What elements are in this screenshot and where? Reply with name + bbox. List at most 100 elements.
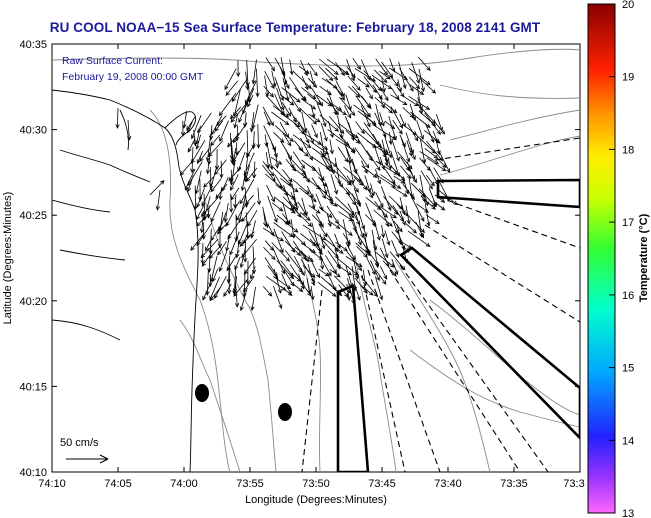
current-vector [400, 156, 410, 172]
current-vector [352, 193, 361, 216]
current-vector [238, 97, 250, 123]
current-vector [424, 112, 441, 135]
current-vector [366, 248, 379, 267]
current-vector [426, 214, 440, 225]
current-vector [337, 258, 359, 276]
current-vector [433, 200, 446, 211]
y-tick-label: 40:35 [19, 39, 47, 51]
current-vector [264, 75, 270, 97]
current-vector [262, 227, 285, 242]
current-vector [196, 205, 205, 221]
current-vector [352, 58, 362, 71]
current-vector [319, 256, 332, 277]
current-vector [308, 255, 320, 279]
current-vector [256, 124, 261, 149]
current-vector [426, 174, 435, 187]
current-vector [375, 169, 382, 185]
current-vector [192, 129, 197, 147]
current-vector [415, 221, 424, 239]
scale-arrow [66, 454, 109, 464]
current-vector [355, 121, 365, 135]
current-vector [325, 255, 337, 274]
current-vector [380, 265, 388, 280]
current-vector [437, 158, 447, 168]
current-vector [271, 242, 291, 262]
current-vector [199, 147, 210, 163]
current-vector [289, 59, 294, 76]
current-vector [307, 93, 322, 106]
current-vector [379, 70, 391, 80]
colorbar-tick-label: 18 [622, 144, 634, 156]
current-vector [233, 113, 239, 129]
current-vector [327, 129, 350, 146]
current-vector [392, 119, 403, 135]
current-vector [208, 245, 221, 259]
current-vector [346, 66, 356, 79]
current-vector [274, 125, 294, 143]
current-vector [270, 156, 283, 165]
current-vector [374, 125, 397, 140]
current-vector [263, 247, 276, 261]
current-vector [234, 284, 240, 308]
current-vector [225, 233, 231, 252]
current-vector [348, 85, 361, 98]
current-vector [210, 178, 222, 193]
current-vector [360, 276, 379, 298]
current-vector [310, 104, 316, 119]
current-vector [239, 246, 246, 269]
current-vector [282, 169, 293, 183]
current-vector [402, 246, 409, 264]
current-vector [336, 88, 346, 101]
colorbar-title: Temperature (°C) [638, 213, 650, 302]
current-vector [263, 85, 275, 98]
current-vector [374, 200, 388, 219]
current-vector [344, 105, 352, 119]
current-vector [374, 276, 384, 301]
current-vector [408, 76, 421, 90]
current-vector [320, 237, 340, 259]
current-vector [201, 251, 213, 267]
current-vector [384, 120, 396, 130]
current-vector [405, 132, 415, 155]
current-vector [234, 214, 239, 242]
current-vector [348, 160, 355, 184]
current-vector [230, 104, 247, 123]
current-vector [249, 111, 255, 133]
x-tick-label: 73:50 [302, 478, 330, 490]
current-vector [391, 259, 399, 276]
current-vector [388, 67, 408, 81]
current-vector [339, 182, 351, 196]
current-vector [210, 201, 221, 223]
current-vector [246, 143, 256, 158]
current-vector [205, 159, 211, 175]
current-vector [279, 94, 295, 106]
current-vector [400, 165, 412, 180]
current-vector [346, 175, 359, 193]
current-vector [299, 107, 318, 125]
current-vector [379, 156, 386, 171]
current-vector [265, 57, 276, 72]
current-vectors [115, 56, 458, 312]
current-vector [310, 195, 316, 210]
current-vector [297, 201, 308, 216]
current-vector [265, 151, 271, 169]
current-vector [298, 65, 310, 74]
current-vector [282, 132, 292, 147]
current-vector [345, 94, 352, 111]
y-axis-ticks [52, 43, 580, 473]
current-vector [381, 210, 389, 228]
current-vector [264, 134, 269, 148]
current-vector [408, 68, 431, 86]
x-tick-label: 73:40 [434, 478, 462, 490]
current-vector [407, 230, 431, 247]
current-vector [384, 168, 396, 185]
current-vector [292, 179, 310, 195]
current-vector [416, 120, 424, 140]
current-vector [328, 120, 334, 139]
current-vector [335, 107, 347, 116]
current-vector [203, 176, 215, 188]
current-vector [229, 231, 240, 256]
colorbar [587, 3, 616, 514]
current-vector [315, 213, 324, 229]
